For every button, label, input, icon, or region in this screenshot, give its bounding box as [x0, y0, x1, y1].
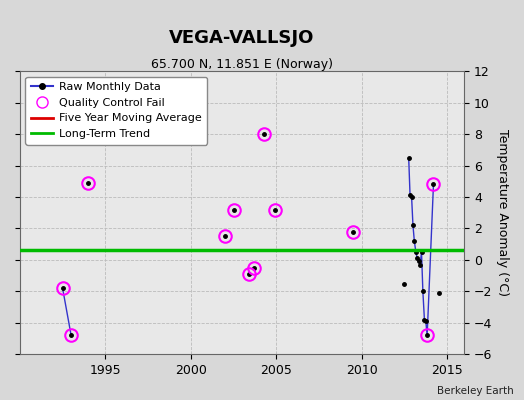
- Title: 65.700 N, 11.851 E (Norway): 65.700 N, 11.851 E (Norway): [151, 58, 333, 71]
- Y-axis label: Temperature Anomaly (°C): Temperature Anomaly (°C): [496, 129, 509, 296]
- Legend: Raw Monthly Data, Quality Control Fail, Five Year Moving Average, Long-Term Tren: Raw Monthly Data, Quality Control Fail, …: [26, 77, 207, 144]
- Text: Berkeley Earth: Berkeley Earth: [437, 386, 514, 396]
- Text: VEGA-VALLSJO: VEGA-VALLSJO: [169, 29, 315, 47]
